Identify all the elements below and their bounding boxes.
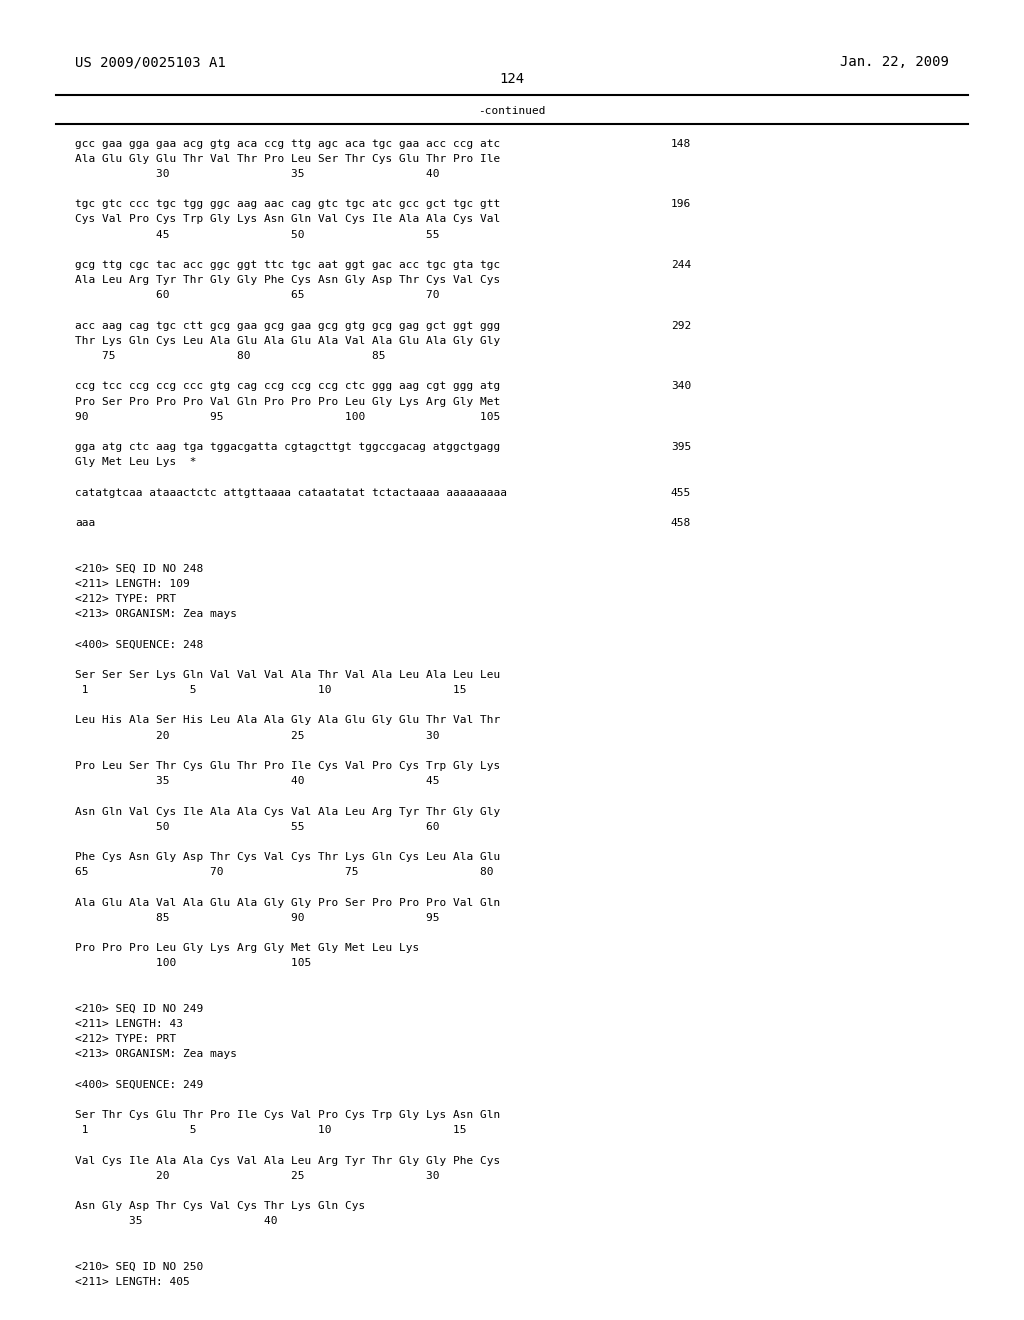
Text: catatgtcaa ataaactctc attgttaaaa cataatatat tctactaaaa aaaaaaaaa: catatgtcaa ataaactctc attgttaaaa cataata… (75, 487, 507, 498)
Text: <400> SEQUENCE: 249: <400> SEQUENCE: 249 (75, 1080, 203, 1090)
Text: 20                  25                  30: 20 25 30 (75, 730, 439, 741)
Text: Asn Gly Asp Thr Cys Val Cys Thr Lys Gln Cys: Asn Gly Asp Thr Cys Val Cys Thr Lys Gln … (75, 1201, 365, 1212)
Text: 455: 455 (671, 487, 691, 498)
Text: 30                  35                  40: 30 35 40 (75, 169, 439, 180)
Text: Leu His Ala Ser His Leu Ala Ala Gly Ala Glu Gly Glu Thr Val Thr: Leu His Ala Ser His Leu Ala Ala Gly Ala … (75, 715, 500, 726)
Text: gcg ttg cgc tac acc ggc ggt ttc tgc aat ggt gac acc tgc gta tgc: gcg ttg cgc tac acc ggc ggt ttc tgc aat … (75, 260, 500, 271)
Text: 458: 458 (671, 517, 691, 528)
Text: <210> SEQ ID NO 248: <210> SEQ ID NO 248 (75, 564, 203, 574)
Text: <211> LENGTH: 405: <211> LENGTH: 405 (75, 1276, 189, 1287)
Text: 45                  50                  55: 45 50 55 (75, 230, 439, 240)
Text: 65                  70                  75                  80: 65 70 75 80 (75, 867, 494, 878)
Text: Ser Thr Cys Glu Thr Pro Ile Cys Val Pro Cys Trp Gly Lys Asn Gln: Ser Thr Cys Glu Thr Pro Ile Cys Val Pro … (75, 1110, 500, 1121)
Text: Cys Val Pro Cys Trp Gly Lys Asn Gln Val Cys Ile Ala Ala Cys Val: Cys Val Pro Cys Trp Gly Lys Asn Gln Val … (75, 214, 500, 224)
Text: 90                  95                  100                 105: 90 95 100 105 (75, 412, 500, 422)
Text: Gly Met Leu Lys  *: Gly Met Leu Lys * (75, 457, 197, 467)
Text: 1               5                  10                  15: 1 5 10 15 (75, 1125, 466, 1135)
Text: gga atg ctc aag tga tggacgatta cgtagcttgt tggccgacag atggctgagg: gga atg ctc aag tga tggacgatta cgtagcttg… (75, 442, 500, 453)
Text: aaa: aaa (75, 517, 95, 528)
Text: 1               5                  10                  15: 1 5 10 15 (75, 685, 466, 696)
Text: 395: 395 (671, 442, 691, 453)
Text: <400> SEQUENCE: 248: <400> SEQUENCE: 248 (75, 639, 203, 649)
Text: <210> SEQ ID NO 249: <210> SEQ ID NO 249 (75, 1003, 203, 1014)
Text: gcc gaa gga gaa acg gtg aca ccg ttg agc aca tgc gaa acc ccg atc: gcc gaa gga gaa acg gtg aca ccg ttg agc … (75, 139, 500, 149)
Text: 148: 148 (671, 139, 691, 149)
Text: 20                  25                  30: 20 25 30 (75, 1171, 439, 1181)
Text: 75                  80                  85: 75 80 85 (75, 351, 385, 362)
Text: <213> ORGANISM: Zea mays: <213> ORGANISM: Zea mays (75, 1049, 237, 1060)
Text: Pro Leu Ser Thr Cys Glu Thr Pro Ile Cys Val Pro Cys Trp Gly Lys: Pro Leu Ser Thr Cys Glu Thr Pro Ile Cys … (75, 760, 500, 771)
Text: 124: 124 (500, 73, 524, 86)
Text: 100                 105: 100 105 (75, 958, 311, 969)
Text: tgc gtc ccc tgc tgg ggc aag aac cag gtc tgc atc gcc gct tgc gtt: tgc gtc ccc tgc tgg ggc aag aac cag gtc … (75, 199, 500, 210)
Text: Ala Leu Arg Tyr Thr Gly Gly Phe Cys Asn Gly Asp Thr Cys Val Cys: Ala Leu Arg Tyr Thr Gly Gly Phe Cys Asn … (75, 275, 500, 285)
Text: Val Cys Ile Ala Ala Cys Val Ala Leu Arg Tyr Thr Gly Gly Phe Cys: Val Cys Ile Ala Ala Cys Val Ala Leu Arg … (75, 1155, 500, 1166)
Text: <210> SEQ ID NO 250: <210> SEQ ID NO 250 (75, 1262, 203, 1272)
Text: Jan. 22, 2009: Jan. 22, 2009 (841, 55, 949, 69)
Text: 196: 196 (671, 199, 691, 210)
Text: US 2009/0025103 A1: US 2009/0025103 A1 (75, 55, 225, 69)
Text: Thr Lys Gln Cys Leu Ala Glu Ala Glu Ala Val Ala Glu Ala Gly Gly: Thr Lys Gln Cys Leu Ala Glu Ala Glu Ala … (75, 335, 500, 346)
Text: 85                  90                  95: 85 90 95 (75, 912, 439, 923)
Text: <212> TYPE: PRT: <212> TYPE: PRT (75, 1034, 176, 1044)
Text: Ala Glu Gly Glu Thr Val Thr Pro Leu Ser Thr Cys Glu Thr Pro Ile: Ala Glu Gly Glu Thr Val Thr Pro Leu Ser … (75, 153, 500, 164)
Text: Ala Glu Ala Val Ala Glu Ala Gly Gly Pro Ser Pro Pro Pro Val Gln: Ala Glu Ala Val Ala Glu Ala Gly Gly Pro … (75, 898, 500, 908)
Text: acc aag cag tgc ctt gcg gaa gcg gaa gcg gtg gcg gag gct ggt ggg: acc aag cag tgc ctt gcg gaa gcg gaa gcg … (75, 321, 500, 331)
Text: Asn Gln Val Cys Ile Ala Ala Cys Val Ala Leu Arg Tyr Thr Gly Gly: Asn Gln Val Cys Ile Ala Ala Cys Val Ala … (75, 807, 500, 817)
Text: 292: 292 (671, 321, 691, 331)
Text: <211> LENGTH: 43: <211> LENGTH: 43 (75, 1019, 182, 1030)
Text: Phe Cys Asn Gly Asp Thr Cys Val Cys Thr Lys Gln Cys Leu Ala Glu: Phe Cys Asn Gly Asp Thr Cys Val Cys Thr … (75, 851, 500, 862)
Text: <212> TYPE: PRT: <212> TYPE: PRT (75, 594, 176, 605)
Text: <211> LENGTH: 109: <211> LENGTH: 109 (75, 578, 189, 589)
Text: 340: 340 (671, 381, 691, 392)
Text: 244: 244 (671, 260, 691, 271)
Text: ccg tcc ccg ccg ccc gtg cag ccg ccg ccg ctc ggg aag cgt ggg atg: ccg tcc ccg ccg ccc gtg cag ccg ccg ccg … (75, 381, 500, 392)
Text: Pro Ser Pro Pro Pro Val Gln Pro Pro Pro Leu Gly Lys Arg Gly Met: Pro Ser Pro Pro Pro Val Gln Pro Pro Pro … (75, 396, 500, 407)
Text: 35                  40                  45: 35 40 45 (75, 776, 439, 787)
Text: Pro Pro Pro Leu Gly Lys Arg Gly Met Gly Met Leu Lys: Pro Pro Pro Leu Gly Lys Arg Gly Met Gly … (75, 942, 419, 953)
Text: 50                  55                  60: 50 55 60 (75, 821, 439, 832)
Text: Ser Ser Ser Lys Gln Val Val Val Ala Thr Val Ala Leu Ala Leu Leu: Ser Ser Ser Lys Gln Val Val Val Ala Thr … (75, 669, 500, 680)
Text: -continued: -continued (478, 106, 546, 116)
Text: 60                  65                  70: 60 65 70 (75, 290, 439, 301)
Text: 35                  40: 35 40 (75, 1216, 278, 1226)
Text: <213> ORGANISM: Zea mays: <213> ORGANISM: Zea mays (75, 609, 237, 619)
